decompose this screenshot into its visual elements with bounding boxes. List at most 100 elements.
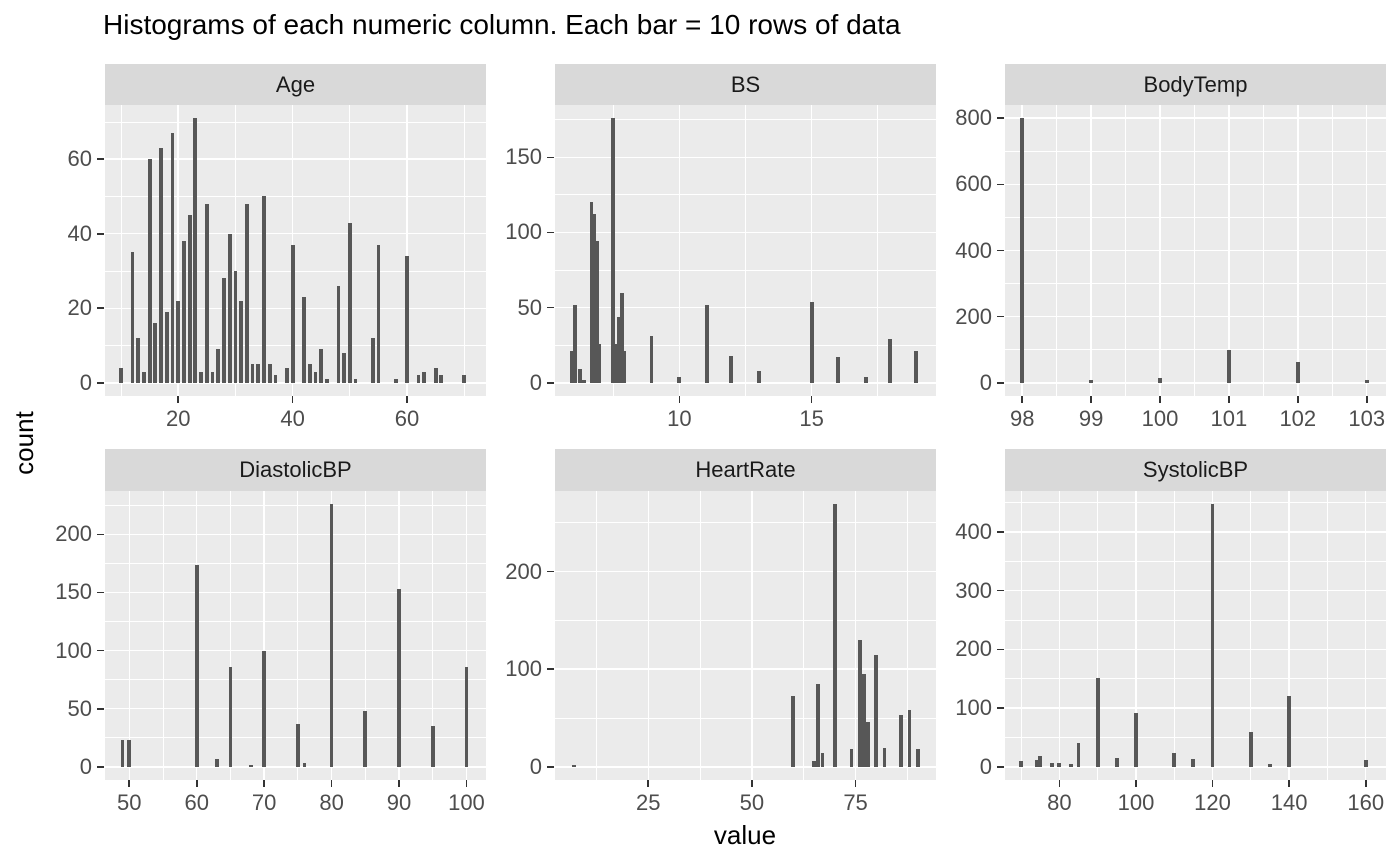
histogram-bar — [290, 244, 295, 383]
x-tick-mark — [1365, 396, 1368, 403]
histogram-bar — [422, 371, 427, 383]
histogram-bar — [353, 379, 358, 383]
minor-gridline-x — [120, 105, 122, 396]
major-gridline-y — [555, 570, 936, 573]
histogram-bar — [347, 222, 352, 383]
minor-gridline-y — [555, 269, 936, 271]
major-gridline-x — [751, 491, 753, 780]
histogram-bar — [1034, 759, 1039, 767]
histogram-bar — [729, 355, 733, 383]
major-gridline-y — [1005, 117, 1386, 119]
histogram-bar — [430, 726, 435, 767]
y-tick-label: 50 — [517, 294, 542, 320]
histogram-bar — [1057, 763, 1062, 767]
histogram-bar — [1038, 755, 1043, 767]
histogram-bar — [194, 564, 199, 767]
major-gridline-x — [1135, 491, 1137, 780]
y-tick-mark — [547, 668, 554, 670]
x-tick-mark — [1211, 780, 1214, 787]
major-gridline-y — [105, 707, 486, 710]
histogram-bar — [262, 650, 267, 767]
histogram-bar — [915, 749, 920, 767]
minor-gridline-x — [162, 491, 164, 780]
histogram-bar — [617, 316, 621, 383]
x-tick-label: 40 — [280, 406, 305, 431]
histogram-bar — [376, 244, 381, 383]
minor-gridline-x — [1020, 491, 1022, 780]
plot-area — [1005, 105, 1386, 396]
major-gridline-y — [555, 231, 936, 234]
histogram-bar — [187, 215, 192, 383]
y-tick-label: 0 — [529, 369, 542, 395]
minor-gridline-y — [105, 621, 486, 622]
histogram-bar — [1134, 713, 1138, 767]
facet-strip-label: BodyTemp — [1143, 71, 1248, 97]
major-gridline-y — [105, 533, 486, 536]
y-tick-mark — [97, 707, 104, 710]
histogram-bar — [153, 323, 158, 383]
y-tick-mark — [997, 249, 1004, 252]
x-tick-label: 90 — [386, 790, 412, 815]
histogram-bar — [649, 336, 654, 383]
y-axis-title: count — [9, 411, 39, 475]
histogram-bar — [302, 297, 306, 383]
histogram-bar — [832, 504, 837, 767]
x-tick-mark — [647, 780, 650, 787]
histogram-bar — [136, 338, 141, 383]
facet-strip: SystolicBP — [1005, 449, 1386, 491]
minor-gridline-y — [1005, 217, 1386, 218]
minor-gridline-y — [1005, 150, 1386, 152]
histogram-bar — [142, 371, 146, 383]
histogram-bar — [164, 311, 169, 383]
minor-gridline-x — [297, 491, 299, 780]
histogram-bar — [239, 300, 244, 383]
minor-gridline-x — [877, 105, 879, 396]
x-tick-mark — [1364, 780, 1367, 787]
major-gridline-x — [810, 105, 813, 396]
y-tick-label: 400 — [955, 518, 992, 544]
histogram-bar — [439, 375, 444, 383]
y-tick-mark — [997, 117, 1004, 120]
y-tick-label: 400 — [955, 237, 992, 263]
major-gridline-y — [1005, 249, 1386, 252]
histogram-bar — [592, 214, 597, 383]
x-tick-label: 80 — [1047, 790, 1072, 815]
histogram-bar — [336, 285, 341, 383]
histogram-bar — [313, 371, 318, 383]
histogram-bar — [887, 339, 892, 383]
x-tick-label: 70 — [251, 790, 277, 815]
histogram-bar — [836, 357, 840, 383]
histogram-bar — [393, 379, 398, 383]
histogram-bar — [215, 758, 219, 767]
histogram-bar — [120, 740, 125, 767]
y-tick-label: 0 — [79, 369, 92, 395]
histogram-bar — [857, 639, 862, 767]
major-gridline-y — [105, 232, 486, 235]
minor-gridline-y — [555, 619, 936, 621]
histogram-bar — [302, 763, 307, 767]
histogram-bar — [1049, 763, 1054, 767]
major-gridline-y — [1005, 531, 1386, 533]
major-gridline-y — [105, 382, 486, 384]
histogram-bar — [611, 118, 616, 383]
x-tick-label: 120 — [1194, 790, 1231, 815]
plot-area — [555, 105, 936, 396]
histogram-bar — [210, 371, 215, 383]
minor-gridline-x — [1097, 491, 1099, 780]
histogram-bar — [1248, 732, 1253, 767]
y-tick-mark — [97, 158, 104, 160]
histogram-bar — [677, 376, 682, 383]
histogram-bar — [866, 721, 870, 767]
major-gridline-x — [263, 491, 265, 780]
minor-gridline-x — [1173, 491, 1175, 780]
x-tick-label: 100 — [1117, 790, 1155, 815]
y-tick-mark — [547, 156, 554, 159]
y-tick-label: 100 — [505, 656, 542, 682]
major-gridline-x — [465, 491, 468, 780]
minor-gridline-x — [364, 491, 366, 780]
x-tick-mark — [406, 396, 408, 403]
minor-gridline-y — [1005, 501, 1386, 503]
histogram-bar — [250, 364, 255, 383]
minor-gridline-y — [105, 121, 486, 123]
